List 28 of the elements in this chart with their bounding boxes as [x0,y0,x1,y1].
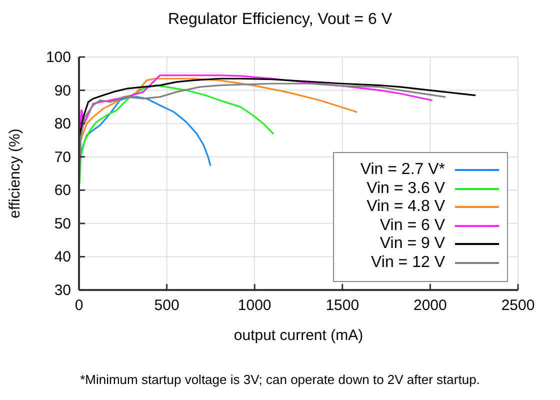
legend-label: Vin = 4.8 V [366,198,445,216]
legend-label: Vin = 2.7 V* [360,161,445,180]
x-tick-label: 0 [74,297,84,314]
y-tick-label: 80 [54,116,71,133]
line-series [79,82,446,178]
text: *Minimum startup voltage is 3V; can operate down to 2V after startup. [79,372,481,387]
x-tick-label: 500 [154,297,180,314]
y-axis-title: efficiency (%) [6,128,24,218]
y-tick-label: 70 [54,148,71,166]
line-series [79,74,432,151]
legend-label: Vin = 3.6 V [366,180,445,198]
y-tick-label: 90 [54,82,71,100]
x-tick-label: 1500 [326,297,360,314]
legend-label: Vin = 6 V [380,216,445,235]
line-series [79,84,274,184]
y-tick-label: 30 [54,282,71,299]
legend-label: Vin = 12 V [371,254,445,272]
x-tick-label: 2000 [414,297,447,314]
line-series [79,96,212,168]
y-tick-label: 100 [46,49,71,66]
x-tick-label: 1000 [238,297,272,314]
legend-label: Vin = 9 V [380,235,445,254]
x-axis-title: output current (mA) [234,327,364,344]
y-tick-label: 60 [54,182,71,200]
y-tick-label: 40 [54,248,71,266]
y-tick-label: 50 [54,215,71,232]
chart-title: Regulator Efficiency, Vout = 6 V [167,11,393,29]
x-tick-label: 2500 [501,297,535,314]
